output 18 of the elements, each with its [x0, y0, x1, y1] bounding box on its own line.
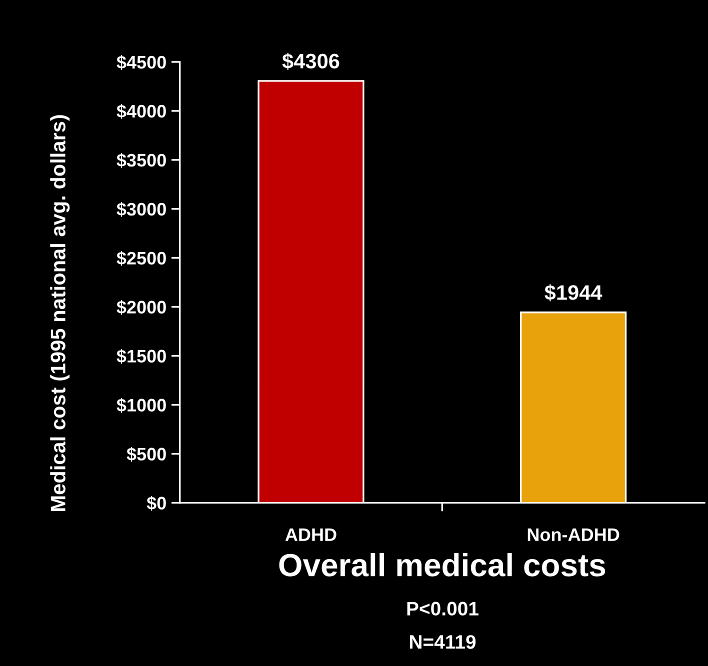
y-tick-label: $2500: [116, 251, 166, 266]
x-tick-label: ADHD: [285, 528, 336, 541]
y-tick-label: $4000: [116, 104, 166, 119]
y-tick-label: $1500: [116, 349, 166, 364]
y-tick-label: $2000: [116, 300, 166, 315]
y-tick-label: $500: [126, 446, 166, 462]
y-axis-title: Medical cost (1995 national avg. dollars): [50, 115, 70, 511]
y-tick-label: $4500: [116, 55, 166, 70]
x-tick-label: Non-ADHD: [528, 528, 620, 542]
y-tick-label: $0: [146, 496, 166, 511]
y-tick-label: $1000: [116, 398, 166, 413]
data-label: $4306: [282, 52, 340, 70]
y-tick-label: $3000: [116, 202, 166, 217]
text: N=4119: [410, 635, 476, 649]
y-tick-label: $3500: [116, 153, 166, 168]
x-axis-title: Overall medical costs: [279, 552, 606, 576]
data-label: $1944: [544, 284, 602, 302]
text: P<0.001: [407, 602, 478, 616]
